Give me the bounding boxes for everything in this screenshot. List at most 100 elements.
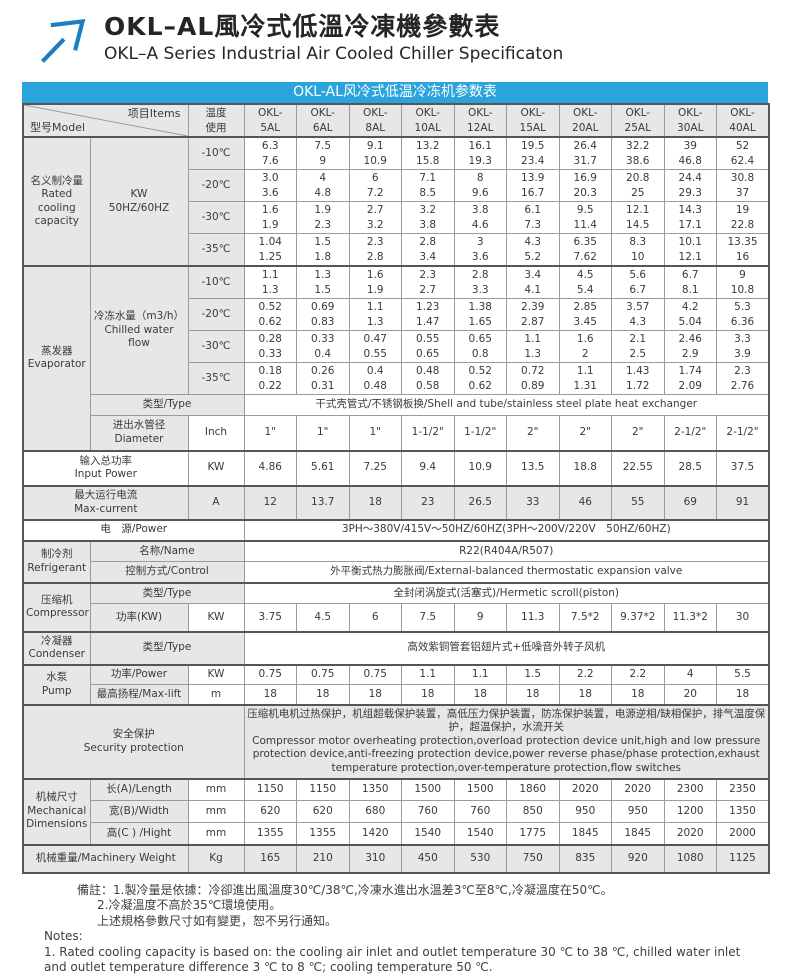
value-cell: 210 [296, 843, 350, 873]
value-cell: 1.1 1.3 [243, 265, 297, 299]
condenser-type-label: 类型/Type [89, 630, 245, 665]
value-cell: 6.7 8.1 [663, 265, 717, 299]
dimension-label: 长(A)/Length [89, 777, 189, 801]
value-cell: 2.85 3.45 [558, 298, 612, 331]
value-cell: 1.74 2.09 [663, 362, 717, 395]
model-header-cell: OKL- 12AL [453, 103, 507, 138]
note-line-zh: 上述規格參數尺寸如有變更，恕不另行通知。 [97, 913, 338, 928]
value-cell: 3 3.6 [453, 233, 507, 267]
value-cell: 2" [558, 415, 612, 451]
value-cell: 39 46.8 [663, 136, 717, 170]
value-cell: 20.8 25 [611, 169, 665, 202]
table-area: OKL-AL风冷式低温冷冻机参数表 项目Items 型号Model 温度 使用 OKL-… [22, 82, 770, 976]
table-row: 功率(KW) KW 3.75 4.5 6 7.5 9 11.3 7.5*2 9.37*2 11.3*… [23, 603, 770, 632]
value-cell: 20 [663, 684, 717, 705]
value-cell: 5.3 6.36 [716, 298, 770, 331]
value-cell: 18 [243, 684, 297, 705]
value-cell: 3.0 3.6 [243, 169, 297, 202]
value-cell: 91 [716, 484, 770, 520]
value-cell: 165 [243, 843, 297, 873]
table-title-banner: OKL-AL风冷式低温冷冻机参数表 [22, 82, 768, 103]
value-cell: 4.3 5.2 [506, 233, 560, 267]
value-cell: 1500 [401, 777, 455, 801]
model-header-cell: OKL- 25AL [611, 103, 665, 138]
security-protection-text: 压缩机电机过热保护，机组超载保护装置，高低压力保护装置，防冻保护装置，电源逆相/… [243, 703, 770, 779]
table-row: 冷凝器 Condenser 类型/Type 高效紫铜管套铝翅片式+低噪音外转子风机 [22, 630, 770, 665]
value-cell: 835 [558, 843, 612, 873]
unit-cell: Inch [187, 415, 245, 451]
value-cell: 55 [611, 484, 665, 520]
value-cell: 24.4 29.3 [663, 169, 717, 202]
power-supply-value: 3PH～380V/415V～50HZ/60HZ(3PH～200V/220V 50… [243, 518, 770, 541]
page-title: OKL–AL風冷式低溫冷凍機參數表 [104, 12, 501, 41]
value-cell: 7.1 8.5 [401, 169, 455, 202]
value-cell: 1355 [243, 822, 297, 845]
value-cell: 1.38 1.65 [453, 298, 507, 331]
value-cell: 28.5 [663, 449, 717, 486]
value-cell: 1845 [558, 822, 612, 845]
value-cell: 920 [611, 843, 665, 873]
value-cell: 9.4 [401, 449, 455, 486]
section-label-condenser: 冷凝器 Condenser [22, 630, 91, 665]
section-label-dimensions: 机械尺寸 Mechanical Dimensions [22, 777, 91, 845]
refrigerant-name-label: 名称/Name [89, 539, 245, 562]
value-cell: 0.48 0.58 [401, 362, 455, 395]
value-cell: 4 [663, 663, 717, 685]
spec-table-body: 项目Items 型号Model 温度 使用 OKL- 5AL OKL- 6AL OKL- 8AL O… [22, 103, 770, 873]
machinery-weight-label: 机械重量/Machinery Weight [22, 843, 189, 873]
table-row: 进出水管径 Diameter Inch 1" 1" 1" 1-1/2" 1-1/2" 2" 2" 2… [23, 415, 770, 451]
value-cell: 4.2 5.04 [663, 298, 717, 331]
table-row: 机械尺寸 Mechanical Dimensions 长(A)/Length mm 11… [22, 777, 770, 845]
value-cell: 1845 [611, 822, 665, 845]
value-cell: 13.9 16.7 [506, 169, 560, 202]
model-header-cell: OKL- 30AL [663, 103, 717, 138]
value-cell: 18.8 [558, 449, 612, 486]
section-label-compressor: 压缩机 Compressor [22, 581, 91, 632]
value-cell: 2350 [716, 777, 770, 801]
refrigerant-name-value: R22(R404A/R507) [243, 539, 770, 562]
value-cell: 1" [348, 415, 402, 451]
value-cell: 1200 [663, 800, 717, 823]
page-subtitle: OKL–A Series Industrial Air Cooled Chill… [104, 44, 564, 64]
value-cell: 2.3 2.8 [348, 233, 402, 267]
value-cell: 18 [348, 484, 402, 520]
value-cell: 7.5 [401, 603, 455, 632]
value-cell: 760 [401, 800, 455, 823]
value-cell: 310 [348, 843, 402, 873]
value-cell: 18 [348, 684, 402, 705]
table-row: 制冷剂 Refrigerant 名称/Name R22(R404A/R507) [22, 539, 770, 583]
value-cell: 16.9 20.3 [558, 169, 612, 202]
value-cell: 2.3 2.76 [716, 362, 770, 395]
value-cell: 14.3 17.1 [663, 201, 717, 234]
value-cell: 2" [611, 415, 665, 451]
value-cell: 3.3 3.9 [716, 330, 770, 363]
value-cell: 3.2 3.8 [401, 201, 455, 234]
value-cell: 3.8 4.6 [453, 201, 507, 234]
compressor-type-value: 全封闭涡旋式(活塞式)/Hermetic scroll(piston) [243, 581, 770, 604]
input-power-label: 输入总功率 Input Power [22, 449, 189, 486]
unit-cell: Kg [187, 843, 245, 873]
temp-cell: -30℃ [187, 330, 245, 363]
temp-cell: -35℃ [187, 362, 245, 395]
table-row: 输入总功率 Input Power KW 4.86 5.61 7.25 9.4 10.9 13.… [22, 449, 770, 486]
value-cell: 1125 [716, 843, 770, 873]
value-cell: 19 22.8 [716, 201, 770, 234]
value-cell: 18 [611, 684, 665, 705]
model-header-cell: OKL- 40AL [716, 103, 770, 138]
value-cell: 12 [243, 484, 297, 520]
brand-arrow-icon [41, 19, 86, 63]
corner-header-cell: 项目Items 型号Model [22, 103, 189, 138]
value-cell: 30 [716, 603, 770, 632]
table-row: 电 源/Power 3PH～380V/415V～50HZ/60HZ(3PH～200… [22, 518, 770, 541]
value-cell: 0.26 0.31 [296, 362, 350, 395]
value-cell: 11.3*2 [663, 603, 717, 632]
value-cell: 2020 [663, 822, 717, 845]
value-cell: 2.3 2.7 [401, 265, 455, 299]
value-cell: 9 10.8 [716, 265, 770, 299]
value-cell: 3.57 4.3 [611, 298, 665, 331]
value-cell: 1.04 1.25 [243, 233, 297, 267]
value-cell: 5.5 [716, 663, 770, 685]
value-cell: 2-1/2" [663, 415, 717, 451]
unit-cell: KW [187, 449, 245, 486]
